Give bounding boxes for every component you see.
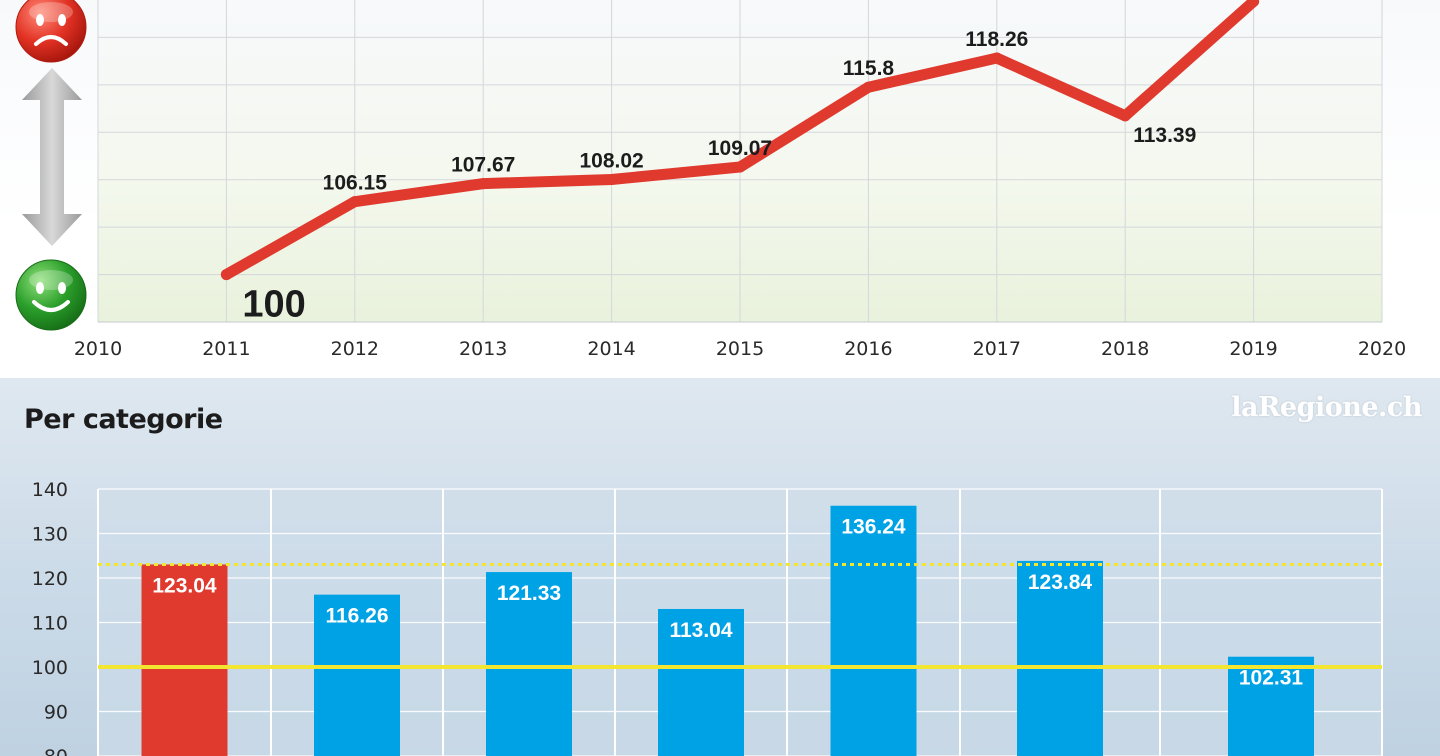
bar: [658, 608, 744, 756]
y-tick-label: 140: [32, 479, 68, 501]
bar-chart-panel: 80 90 100 110 120 130 140 123.04 116.26 121.33 113…: [0, 378, 1440, 756]
data-point: [991, 52, 1003, 64]
bar-value-label: 113.04: [669, 619, 732, 642]
x-tick-label: 2017: [973, 338, 1021, 360]
y-tick-label: 80: [44, 746, 68, 756]
bar-chart: 80 90 100 110 120 130 140 123.04 116.26 121.33 113…: [32, 479, 1383, 756]
x-tick-label: 2010: [74, 338, 122, 360]
bar-value-label: 136.24: [841, 516, 906, 539]
data-label: 109.07: [708, 137, 772, 160]
up-down-arrow-icon: [22, 68, 82, 246]
y-tick-label: 100: [32, 657, 68, 679]
x-tick-label: 2013: [459, 338, 507, 360]
data-point: [606, 173, 618, 185]
bar: [141, 564, 228, 756]
data-label: 106.15: [323, 172, 388, 195]
bar-value-label: 123.04: [152, 574, 217, 597]
y-tick-label: 110: [32, 613, 68, 635]
bar: [1017, 560, 1103, 756]
y-tick-label: 120: [32, 568, 68, 590]
x-tick-label: 2015: [716, 338, 764, 360]
data-point: [1248, 0, 1260, 7]
x-tick-label: 2018: [1101, 338, 1149, 360]
bar: [1228, 656, 1314, 756]
x-tick-label: 2011: [202, 338, 250, 360]
bar-value-label: 123.84: [1028, 571, 1093, 594]
data-label: 100: [242, 284, 305, 326]
bar-value-label: 102.31: [1239, 667, 1304, 690]
data-point: [349, 196, 361, 208]
line-chart: 2010 2011 2012 2013 2014 2015 2016 2017 2018 2019…: [74, 0, 1406, 360]
section-title: Per categorie: [24, 404, 223, 435]
bar: [486, 572, 572, 756]
sad-face-icon: [15, 0, 87, 63]
data-point: [477, 178, 489, 190]
data-point: [1119, 110, 1131, 122]
data-label: 108.02: [579, 149, 643, 172]
x-tick-label: 2014: [587, 338, 635, 360]
bar: [314, 594, 400, 756]
bar: [830, 505, 917, 756]
data-label: 107.67: [451, 154, 515, 177]
data-label: 115.8: [843, 57, 895, 80]
x-tick-label: 2012: [331, 338, 379, 360]
x-tick-label: 2016: [844, 338, 892, 360]
data-point: [862, 81, 874, 93]
x-tick-label: 2020: [1358, 338, 1406, 360]
bar-value-label: 121.33: [497, 582, 561, 605]
line-chart-panel: 2010 2011 2012 2013 2014 2015 2016 2017 2018 2019…: [0, 0, 1440, 378]
happy-face-icon: [15, 259, 87, 331]
y-tick-label: 90: [44, 702, 68, 724]
data-label: 113.39: [1133, 124, 1196, 147]
brand-logo: laRegione.ch: [1231, 392, 1422, 423]
x-tick-label: 2019: [1229, 338, 1277, 360]
y-tick-label: 130: [32, 524, 68, 546]
bar-value-label: 116.26: [325, 605, 388, 628]
data-label: 118.26: [965, 28, 1028, 51]
data-point: [734, 161, 746, 173]
data-point: [220, 269, 232, 281]
